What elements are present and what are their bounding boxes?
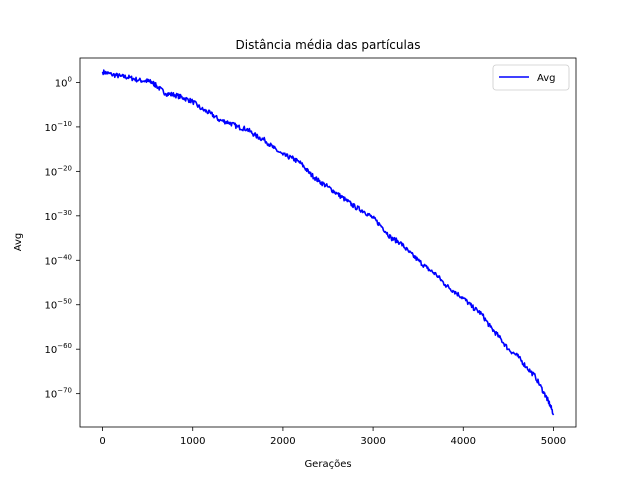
legend-box bbox=[492, 64, 570, 91]
legend: Avg bbox=[492, 64, 570, 91]
legend-label: Avg bbox=[537, 73, 556, 84]
y-axis: 100 10−10 10−20 10−30 10−40 10−50 10−60 10−70 bbox=[44, 75, 80, 401]
y-tick-label: 10−60 bbox=[44, 342, 72, 356]
y-tick-label: 10−30 bbox=[44, 209, 72, 223]
y-tick-label: 10−10 bbox=[44, 120, 72, 134]
chart-title: Distância média das partículas bbox=[236, 38, 421, 52]
x-tick-label: 1000 bbox=[180, 436, 205, 447]
series-layer bbox=[101, 69, 555, 416]
y-axis-title: Avg bbox=[13, 233, 24, 252]
y-tick-label: 10−50 bbox=[44, 298, 72, 312]
y-tick-label: 10−20 bbox=[44, 164, 72, 178]
y-tick-label: 10−70 bbox=[44, 387, 72, 401]
y-tick-label: 100 bbox=[55, 75, 72, 89]
series-line-avg bbox=[101, 69, 555, 416]
x-axis: 0 1000 2000 3000 4000 5000 bbox=[99, 427, 566, 447]
x-tick-label: 4000 bbox=[451, 436, 476, 447]
x-tick-label: 3000 bbox=[360, 436, 385, 447]
plot-area bbox=[79, 57, 577, 428]
x-tick-label: 5000 bbox=[541, 436, 566, 447]
x-tick-label: 0 bbox=[99, 436, 105, 447]
x-tick-label: 2000 bbox=[270, 436, 295, 447]
y-tick-label: 10−40 bbox=[44, 253, 72, 267]
x-axis-title: Gerações bbox=[304, 459, 351, 470]
